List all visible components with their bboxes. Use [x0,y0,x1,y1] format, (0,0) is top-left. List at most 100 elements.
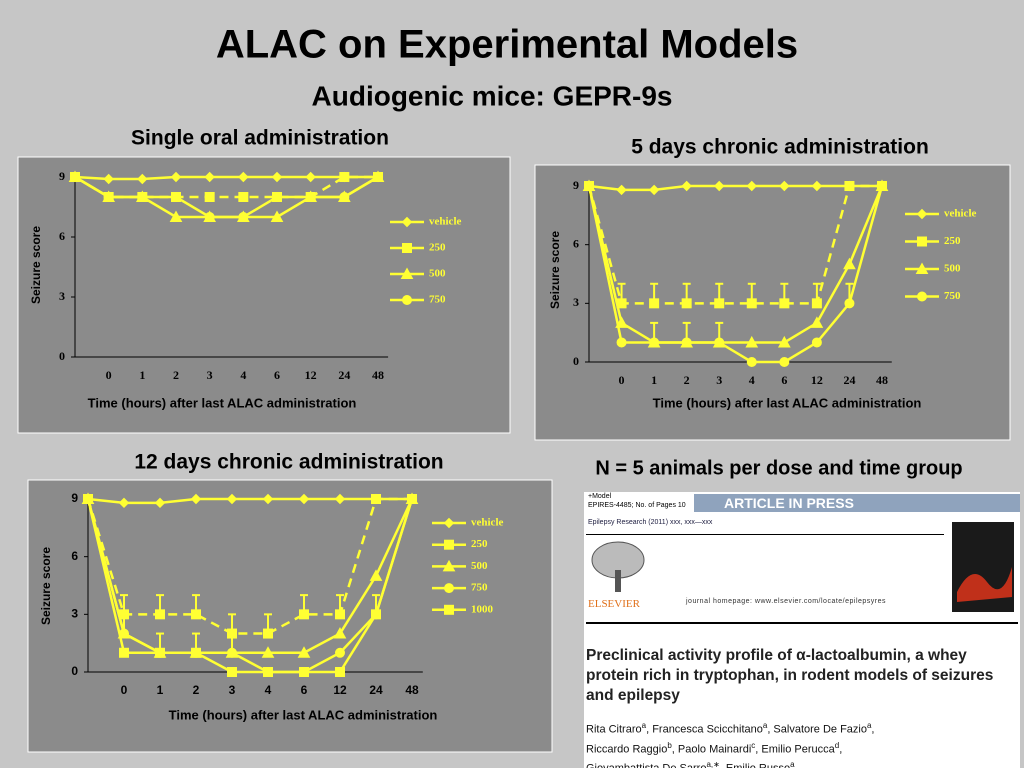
affiliation: a [762,721,768,730]
y-tick-label: 9 [59,169,65,183]
x-tick-label: 12 [333,683,347,697]
marker [335,667,345,677]
marker [681,337,692,348]
marker [226,493,238,505]
marker [616,337,627,348]
legend-marker [442,559,456,572]
chart-title: Single oral administration [131,127,389,150]
x-axis-label: Time (hours) after last ALAC administrat… [653,395,922,410]
x-tick-label: 2 [173,368,179,382]
legend-label: 1000 [471,603,494,615]
marker [103,173,114,185]
article-model: +Model [588,493,612,500]
marker [333,627,347,639]
marker [305,192,316,202]
x-tick-label: 4 [749,373,755,387]
marker [746,298,757,309]
marker [238,171,249,183]
marker [137,173,148,185]
author: Giovambattista De Sarro [586,763,706,768]
author-line: Giovambattista De Sarroa,∗, Emilio Russo… [586,757,1018,768]
x-tick-label: 4 [265,683,272,697]
series-line [587,184,882,305]
marker [811,180,823,192]
x-tick-label: 6 [274,368,280,382]
marker [714,298,725,309]
marker [305,171,316,183]
x-tick-label: 3 [229,683,236,697]
y-tick-label: 6 [71,549,78,563]
legend-label: vehicle [471,517,503,529]
marker [70,172,80,182]
legend-marker [400,267,414,279]
marker [170,171,182,183]
series-line [74,175,378,199]
series-line [588,184,882,192]
marker [263,628,273,639]
legend-marker [402,243,412,253]
article-journal: Epilepsy Research (2011) xxx, xxx—xxx [588,519,713,526]
marker [844,181,855,191]
x-tick-label: 1 [157,683,164,697]
marker [169,210,183,222]
marker [155,609,165,620]
marker [584,181,594,191]
legend-marker [401,216,413,228]
elsevier-logo [588,540,648,596]
y-tick-label: 6 [59,229,65,243]
x-tick-label: 48 [405,683,419,697]
author: , Salvatore De Fazio [767,723,867,736]
marker [371,609,381,620]
marker [204,171,215,183]
y-axis-label: Seizure score [548,231,562,309]
marker [83,494,93,504]
marker [334,493,346,505]
article-banner: ARTICLE IN PRESS [694,494,1020,512]
marker [103,192,114,202]
author: , Emilio Russo [720,763,790,768]
series-line [74,175,378,181]
legend-marker [402,295,412,305]
marker [746,357,757,367]
slide-subtitle: Audiogenic mice: GEPR-9s [312,80,673,111]
slide-title: ALAC on Experimental Models [216,23,798,67]
marker [190,493,202,505]
marker [373,172,383,182]
affiliation: d [834,740,840,750]
article-preview: +Model EPIRES-4485; No. of Pages 10 ARTI… [584,492,1020,768]
marker [299,609,309,620]
marker [119,647,129,658]
y-axis-label: Seizure score [39,547,53,625]
legend-marker [917,291,927,302]
marker [779,298,790,309]
marker [227,667,237,677]
y-tick-label: 0 [573,354,579,368]
x-tick-label: 0 [619,373,625,387]
y-tick-label: 0 [59,349,65,363]
marker [204,212,215,222]
marker [811,337,822,348]
marker [616,184,627,196]
marker [810,316,824,328]
author-line: Rita Citraroa, Francesca Scicchitanoa, S… [586,718,1018,738]
legend-marker [444,539,454,550]
legend-label: 250 [429,242,446,254]
legend-label: 500 [471,560,488,572]
x-tick-label: 2 [193,683,200,697]
x-tick-label: 24 [369,683,383,697]
legend-label: 250 [944,235,961,247]
x-tick-label: 6 [781,373,787,387]
series-line [587,185,884,344]
x-tick-label: 1 [651,373,657,387]
affiliation: c [751,740,756,750]
x-tick-label: 3 [207,368,213,382]
series-line [86,497,412,635]
legend-marker [915,262,929,274]
marker [261,646,275,658]
chart-title: 5 days chronic administration [631,136,929,159]
x-tick-label: 48 [876,373,888,387]
